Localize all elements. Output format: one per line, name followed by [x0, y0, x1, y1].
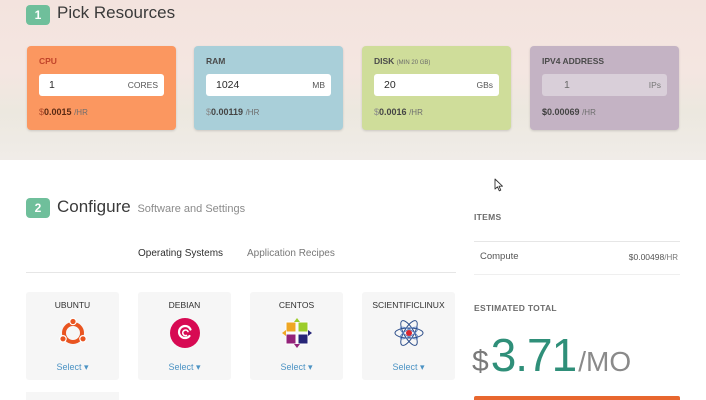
tab-operating-systems[interactable]: Operating Systems: [138, 248, 224, 259]
estimated-total-heading: ESTIMATED TOTAL: [474, 303, 557, 313]
disk-price: $0.0016 /HR: [374, 107, 499, 117]
total-currency: $: [472, 345, 489, 378]
os-select-dropdown[interactable]: Select ▾: [392, 362, 425, 372]
ram-price-currency: $: [206, 107, 212, 117]
item-compute-price: $0.00498/HR: [629, 252, 678, 262]
total-per: /MO: [578, 346, 632, 377]
os-select-dropdown[interactable]: Select ▾: [56, 362, 89, 372]
ipv4-card: IPV4 ADDRESS 1 IPs $0.00069 /HR: [530, 46, 679, 130]
ipv4-price-value: 0.00069: [547, 107, 580, 117]
ram-price: $0.00119 /HR: [206, 107, 331, 117]
item-compute-per: /HR: [664, 253, 678, 262]
configure-subtitle: Software and Settings: [137, 203, 246, 215]
ram-card: RAM 1024 MB $0.00119 /HR: [194, 46, 343, 130]
os-name: CENTOS: [278, 300, 315, 310]
cpu-unit: CORES: [127, 80, 158, 90]
cpu-price: $0.0015 /HR: [39, 107, 164, 117]
total-value: 3.71: [490, 329, 578, 381]
ram-label: RAM: [206, 56, 226, 66]
ipv4-unit: IPs: [648, 80, 661, 90]
ubuntu-icon: [59, 317, 87, 344]
cpu-card: CPU 1 CORES $0.0015 /HR: [27, 46, 176, 130]
os-name: SCIENTIFICLINUX: [372, 300, 445, 310]
cpu-price-per: /HR: [74, 108, 88, 117]
centos-icon: [282, 318, 312, 348]
disk-label-text: DISK: [374, 56, 395, 66]
items-divider-bottom: [474, 274, 680, 275]
deploy-button[interactable]: [474, 396, 680, 400]
configure-tabs: Operating Systems Application Recipes: [26, 240, 456, 273]
configure-title: Configure Software and Settings: [57, 197, 245, 217]
os-select-dropdown[interactable]: Select ▾: [280, 362, 313, 372]
cpu-price-currency: $: [39, 107, 45, 117]
cpu-price-value: 0.0015: [44, 107, 72, 117]
os-select-dropdown[interactable]: Select ▾: [168, 362, 201, 372]
items-heading: ITEMS: [474, 212, 502, 222]
ram-unit: MB: [312, 80, 325, 90]
step-badge-1: 1: [26, 5, 50, 25]
ipv4-input[interactable]: 1 IPs: [542, 74, 667, 96]
items-divider: [474, 241, 680, 242]
disk-price-per: /HR: [409, 108, 423, 117]
ipv4-price-per: /HR: [582, 108, 596, 117]
cpu-cores-input[interactable]: 1 CORES: [39, 74, 164, 96]
disk-input[interactable]: 20 GBs: [374, 74, 499, 96]
ram-price-value: 0.00119: [211, 107, 244, 117]
disk-card: DISK (MIN 20 GB) 20 GBs $0.0016 /HR: [362, 46, 511, 130]
os-name: DEBIAN: [168, 300, 201, 310]
pick-resources-title: Pick Resources: [57, 3, 176, 22]
item-compute-name: Compute: [480, 251, 519, 262]
scientificlinux-icon: [394, 320, 424, 346]
os-card-partial[interactable]: [26, 392, 119, 400]
item-compute-currency: $: [628, 252, 634, 262]
os-card-debian[interactable]: DEBIAN Select ▾: [138, 292, 231, 380]
ipv4-price: $0.00069 /HR: [542, 107, 667, 117]
tab-application-recipes[interactable]: Application Recipes: [247, 248, 335, 259]
configure-title-text: Configure: [57, 197, 131, 216]
disk-min-note: (MIN 20 GB): [396, 60, 431, 66]
cpu-label: CPU: [39, 56, 57, 66]
item-compute-price-value: 0.00498: [633, 252, 665, 262]
ipv4-label: IPV4 ADDRESS: [542, 56, 605, 66]
os-card-ubuntu[interactable]: UBUNTU Select ▾: [26, 292, 119, 380]
step-badge-2: 2: [26, 198, 50, 218]
estimated-total: $ 3.71 /MO: [472, 328, 631, 382]
disk-label: DISK (MIN 20 GB): [374, 56, 499, 66]
os-card-centos[interactable]: CENTOS Select ▾: [250, 292, 343, 380]
ipv4-value: 1: [564, 79, 570, 91]
ipv4-price-currency: $: [542, 107, 548, 117]
ram-price-per: /HR: [245, 108, 260, 117]
disk-price-value: 0.0016: [379, 107, 407, 117]
mouse-cursor-icon: [494, 178, 503, 192]
cpu-value: 1: [49, 79, 55, 91]
disk-value: 20: [384, 79, 396, 91]
os-card-scientificlinux[interactable]: SCIENTIFICLINUX Select ▾: [362, 292, 455, 380]
ram-input[interactable]: 1024 MB: [206, 74, 331, 96]
disk-price-currency: $: [374, 107, 380, 117]
disk-unit: GBs: [476, 80, 493, 90]
ram-value: 1024: [216, 79, 240, 91]
debian-icon: [170, 318, 200, 348]
os-name: UBUNTU: [54, 300, 91, 310]
